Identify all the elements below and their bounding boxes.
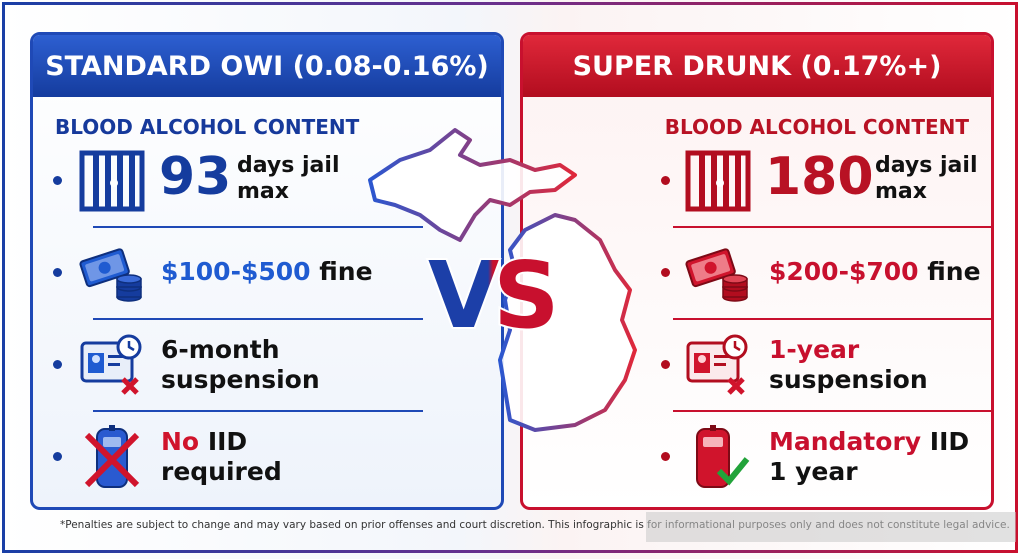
fine-amount: $100-$500	[161, 257, 311, 286]
iid-accent: Mandatory	[769, 427, 922, 456]
iid-line2: 1 year	[769, 457, 858, 486]
bullet	[53, 176, 62, 185]
suspension-row: 6-month suspension	[33, 327, 501, 407]
bullet	[53, 360, 62, 369]
jail-text-line2: max	[237, 179, 289, 204]
jail-text-line1: days jail	[237, 153, 340, 178]
fine-text: $100-$500 fine	[161, 257, 373, 287]
fine-suffix: fine	[927, 257, 981, 286]
iid-row: No IID required	[33, 419, 501, 499]
fine-row: $100-$500 fine	[33, 235, 501, 315]
bullet	[661, 360, 670, 369]
license-clock-x-icon	[686, 334, 748, 395]
fine-amount: $200-$700	[769, 257, 919, 286]
jail-bars-icon	[79, 150, 145, 212]
jail-bars-icon	[685, 150, 751, 212]
iid-text: No IID required	[161, 427, 282, 487]
jail-days-number: 93	[159, 147, 232, 207]
divider	[673, 226, 991, 228]
suspension-text: 1-year suspension	[769, 335, 928, 395]
panel-title: SUPER DRUNK (0.17%+)	[523, 35, 991, 97]
iid-device-check-icon	[696, 425, 750, 488]
suspension-line2: suspension	[161, 365, 320, 394]
fine-suffix: fine	[319, 257, 373, 286]
bac-label: BLOOD ALCOHOL CONTENT	[55, 115, 360, 139]
bullet	[53, 452, 62, 461]
divider	[93, 410, 423, 412]
license-clock-x-icon	[80, 334, 142, 395]
footnote-overlay	[646, 512, 1016, 542]
iid-rest: IID	[929, 427, 970, 456]
iid-accent: No	[161, 427, 200, 456]
fine-row: $200-$700 fine	[523, 235, 991, 315]
divider	[673, 318, 991, 320]
suspension-line2: suspension	[769, 365, 928, 394]
suspension-text: 6-month suspension	[161, 335, 320, 395]
money-stack-icon	[79, 248, 142, 302]
bullet	[661, 268, 670, 277]
jail-row: 93 days jail max	[33, 143, 501, 223]
jail-row: 180 days jail max	[523, 143, 991, 223]
divider	[93, 226, 423, 228]
suspension-line1: 6-month	[161, 335, 280, 364]
panel-title: STANDARD OWI (0.08-0.16%)	[33, 35, 501, 97]
bullet	[661, 452, 670, 461]
iid-rest: IID	[207, 427, 248, 456]
iid-row: Mandatory IID 1 year	[523, 419, 991, 499]
bullet	[53, 268, 62, 277]
standard-owi-panel: STANDARD OWI (0.08-0.16%) BLOOD ALCOHOL …	[30, 32, 504, 510]
jail-days-number: 180	[765, 147, 874, 207]
jail-text-line2: max	[875, 179, 927, 204]
suspension-row: 1-year suspension	[523, 327, 991, 407]
fine-text: $200-$700 fine	[769, 257, 981, 287]
suspension-line1: 1-year	[769, 335, 860, 364]
iid-line2: required	[161, 457, 282, 486]
jail-days-text: days jail max	[237, 153, 339, 205]
iid-text: Mandatory IID 1 year	[769, 427, 969, 487]
iid-device-x-icon	[84, 425, 140, 488]
jail-days-text: days jail max	[875, 153, 977, 205]
money-stack-icon	[685, 248, 748, 302]
jail-text-line1: days jail	[875, 153, 978, 178]
michigan-map-icon	[368, 128, 637, 432]
divider	[673, 410, 991, 412]
vs-text: VS	[428, 242, 559, 349]
bullet	[661, 176, 670, 185]
divider	[93, 318, 423, 320]
vs-outline: VS	[426, 244, 562, 348]
bac-label: BLOOD ALCOHOL CONTENT	[664, 115, 969, 139]
